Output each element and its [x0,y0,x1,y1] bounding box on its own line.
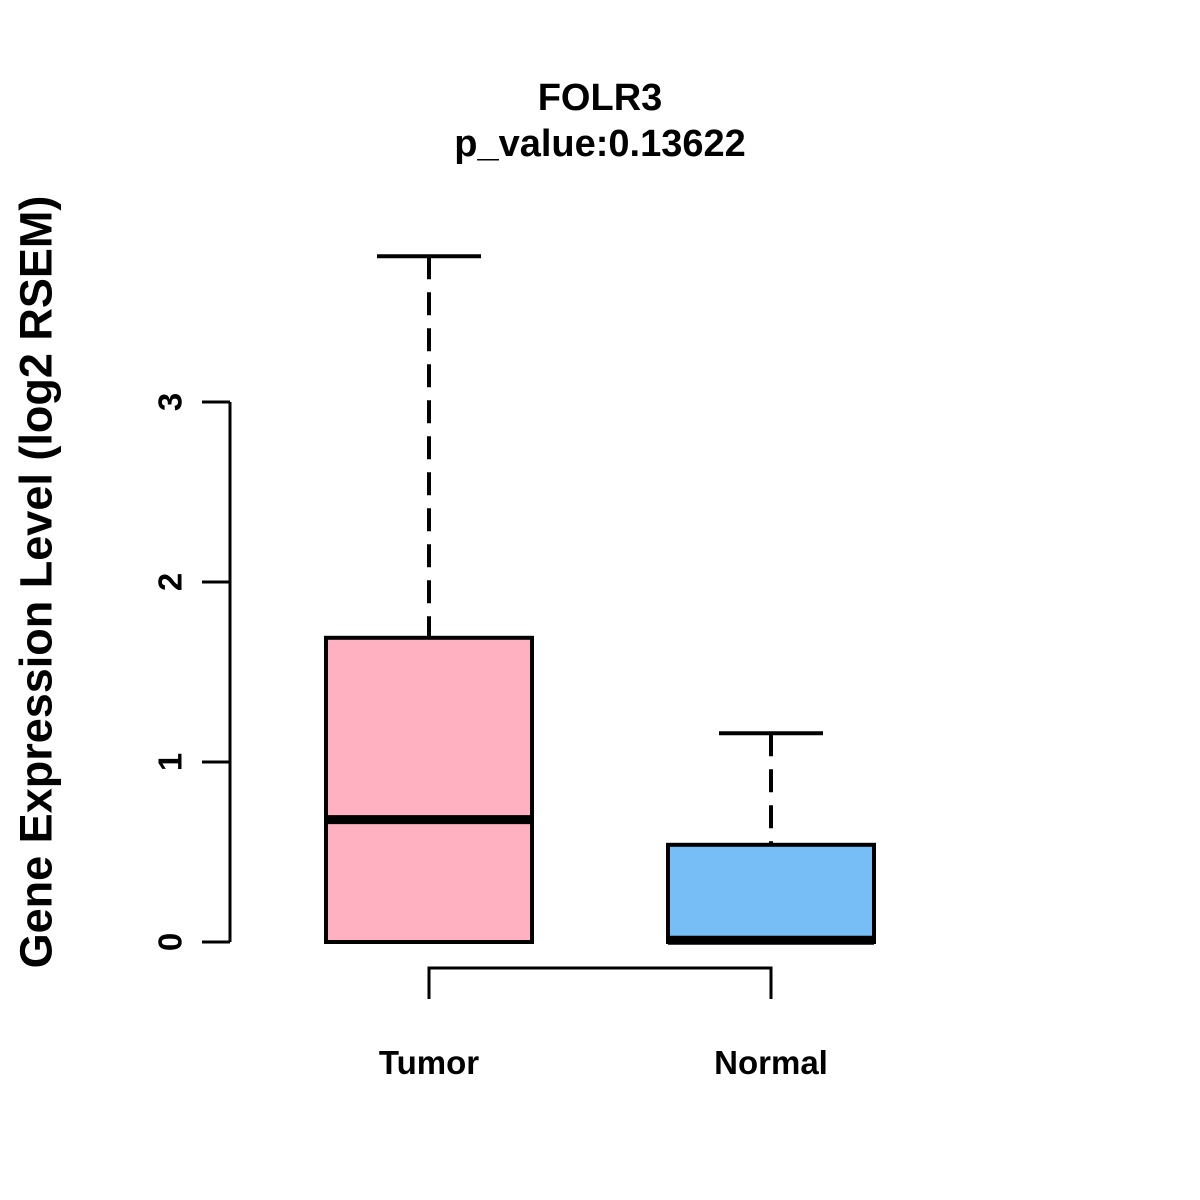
y-axis-label: Gene Expression Level (log2 RSEM) [11,196,62,969]
y-axis-tick-label: 1 [152,753,189,771]
y-axis-tick-label: 2 [152,573,189,591]
y-axis: 0 1 2 3 [152,393,232,951]
comparison-bracket [427,966,773,999]
iqr-box [324,635,534,944]
y-axis-tick-label: 0 [152,933,189,951]
box-series [324,254,876,945]
y-axis-tick-label: 3 [152,393,189,411]
x-category-label-tumor: Tumor [379,1044,479,1081]
box-group-normal [666,731,876,945]
bracket-path [427,966,773,999]
iqr-box [666,842,876,944]
x-category-label-normal: Normal [714,1044,828,1081]
chart-title-gene: FOLR3 [538,77,663,119]
chart-subtitle-pvalue: p_value:0.13622 [454,123,746,165]
box-group-tumor [324,254,534,944]
